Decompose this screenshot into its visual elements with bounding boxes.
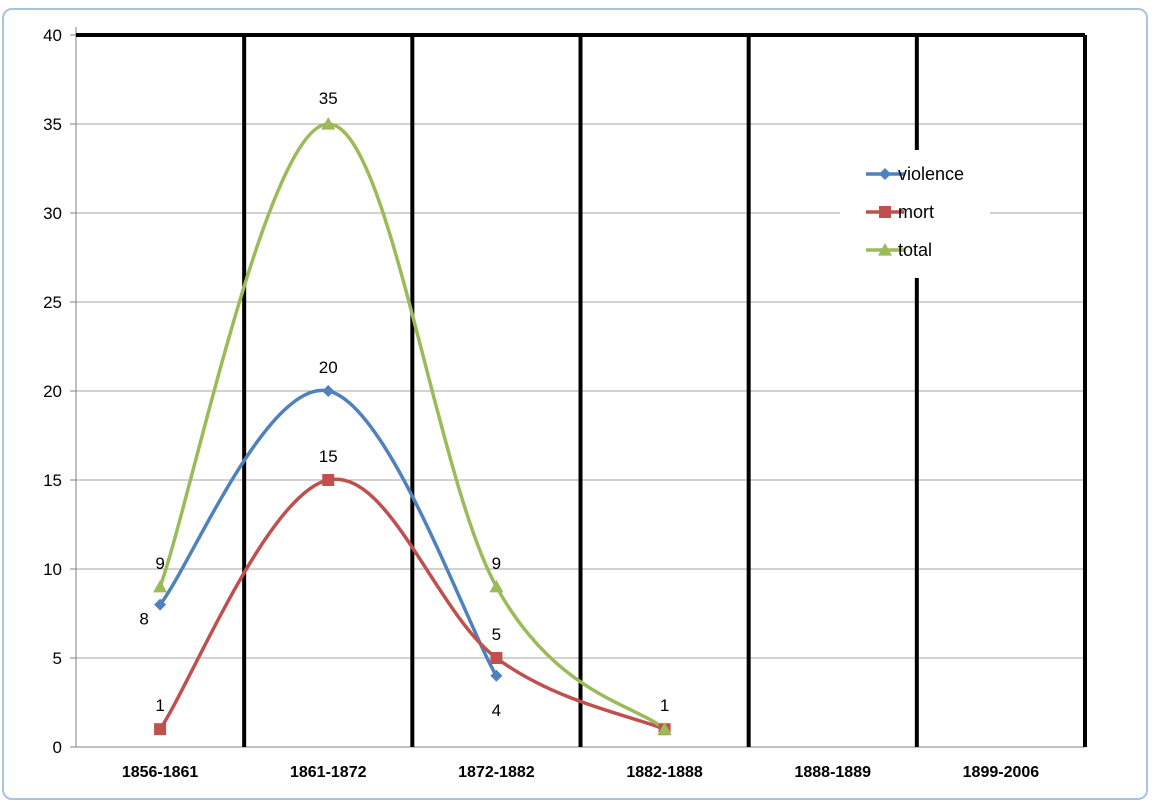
x-tick-label-5: 1899-2006 [963,764,1040,781]
legend-box [840,150,990,278]
y-tick-label-10: 10 [43,560,62,579]
point-mort-1 [322,474,335,486]
data-label-mort-3: 1 [660,696,669,715]
x-tick-label-3: 1882-1888 [626,764,703,781]
point-total-0 [153,579,168,593]
x-tick-label-4: 1888-1889 [794,764,871,781]
x-tick-label-2: 1872-1882 [458,764,535,781]
series-line-mort [158,477,667,731]
point-violence-1 [322,385,335,397]
data-label-total-2: 9 [492,554,501,573]
point-violence-2 [490,669,503,682]
point-violence-0 [154,598,167,611]
point-mort-0 [154,723,167,736]
y-tick-label-20: 20 [43,382,62,401]
y-tick-label-40: 40 [43,26,62,45]
data-label-violence-2: 4 [492,701,501,720]
data-label-mort-2: 5 [492,625,501,644]
x-tick-label-0: 1856-1861 [122,764,199,781]
point-total-3 [657,722,672,735]
data-label-mort-1: 15 [319,447,338,466]
point-total-2 [489,579,504,593]
legend-swatch-marker-violence [879,168,891,180]
y-tick-label-25: 25 [43,293,62,312]
data-label-violence-0: 8 [139,610,148,629]
legend-label-violence: violence [898,164,964,184]
legend-swatch-marker-mort [879,206,891,218]
data-label-violence-1: 20 [319,358,338,377]
series-line-total [158,122,667,731]
point-total-1 [321,117,336,130]
y-tick-label-0: 0 [53,738,62,757]
legend-swatch-marker-total [878,243,892,256]
data-label-mort-0: 1 [155,696,164,715]
y-tick-label-35: 35 [43,115,62,134]
y-tick-label-15: 15 [43,471,62,490]
x-tick-label-1: 1861-1872 [290,764,367,781]
data-label-total-0: 9 [155,554,164,573]
legend-label-total: total [898,240,932,260]
point-mort-2 [490,652,503,664]
data-label-total-1: 35 [319,89,338,108]
legend-label-mort: mort [898,202,934,222]
y-tick-label-5: 5 [53,649,62,668]
y-tick-label-30: 30 [43,204,62,223]
